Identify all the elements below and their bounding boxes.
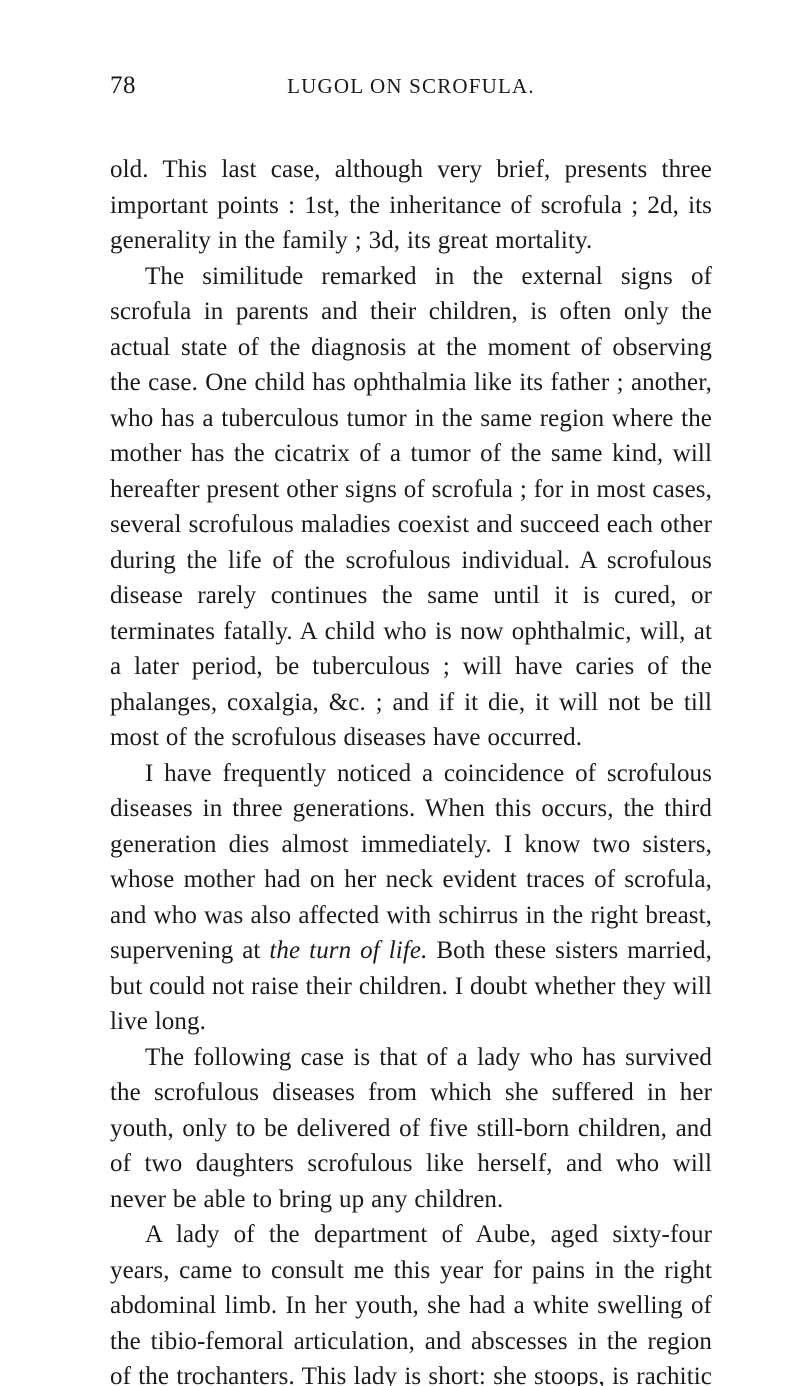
paragraph-2: The similitude remarked in the external …: [110, 259, 712, 756]
body-text: old. This last case, although very brief…: [110, 152, 712, 1386]
page: 78 LUGOL ON SCROFULA. old. This last cas…: [0, 0, 800, 1386]
italic-phrase: the turn of life.: [269, 937, 427, 964]
paragraph-1: old. This last case, although very brief…: [110, 152, 712, 259]
running-title: LUGOL ON SCROFULA.: [174, 74, 712, 99]
page-header: 78 LUGOL ON SCROFULA.: [110, 72, 712, 100]
paragraph-3: I have frequently noticed a coincidence …: [110, 756, 712, 1040]
paragraph-5: A lady of the department of Aube, aged s…: [110, 1217, 712, 1386]
paragraph-4: The following case is that of a lady who…: [110, 1040, 712, 1218]
page-number: 78: [110, 72, 174, 100]
paragraph-3a: I have frequently noticed a coincidence …: [110, 760, 712, 965]
